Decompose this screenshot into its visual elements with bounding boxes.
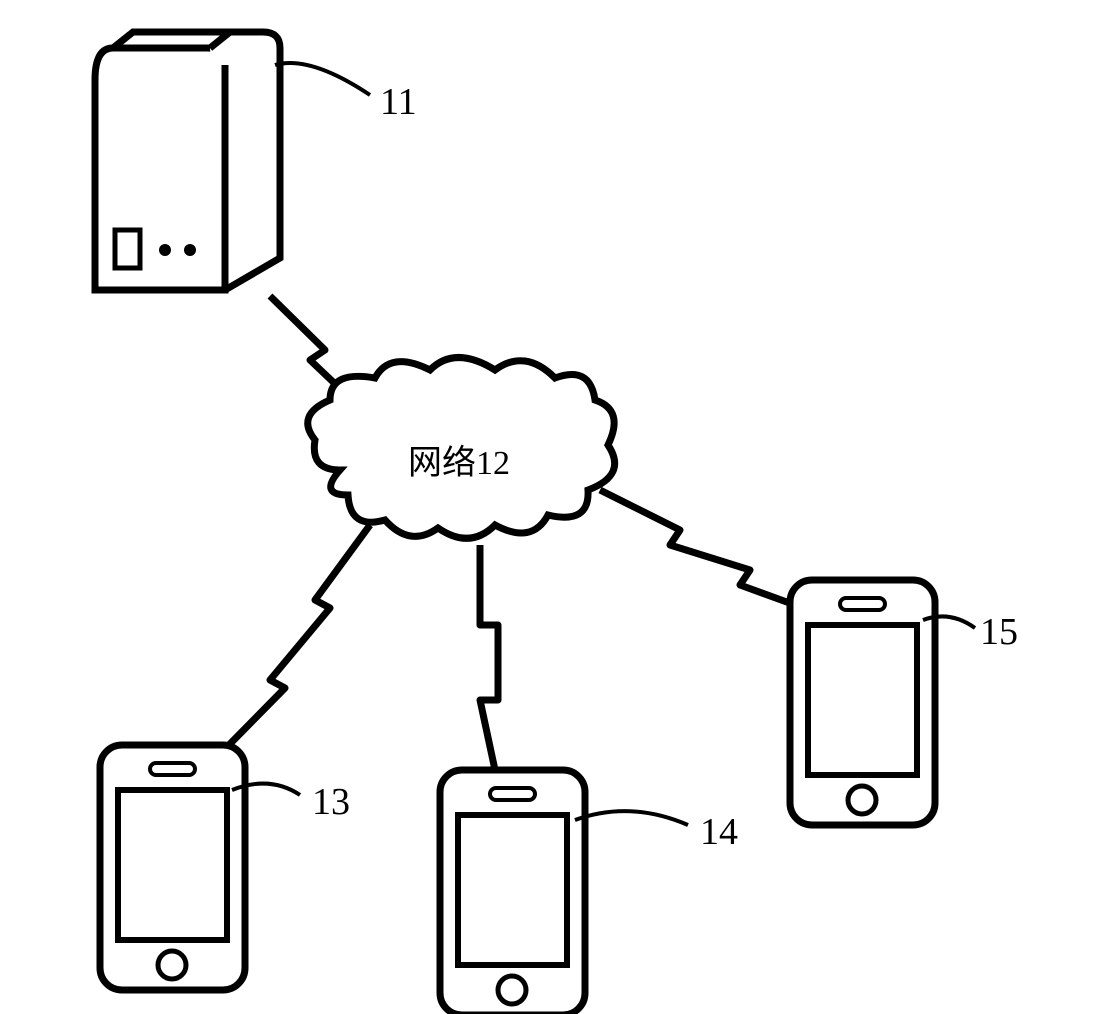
phone-15-label: 15 [980, 610, 1018, 654]
phone-14-icon [440, 770, 585, 1014]
connection-cloud-phone13 [222, 525, 370, 752]
server-label: 11 [380, 80, 417, 124]
network-diagram: 11 网络12 13 14 15 [0, 0, 1118, 1014]
phone-13-label: 13 [312, 780, 350, 824]
cloud-label: 网络12 [408, 435, 510, 484]
phone-13-icon [100, 745, 245, 990]
connection-cloud-phone15 [600, 490, 795, 605]
phone-15-icon [790, 580, 935, 825]
phone-14-label: 14 [700, 810, 738, 854]
server-icon [95, 32, 280, 290]
connection-cloud-phone14 [480, 545, 498, 770]
